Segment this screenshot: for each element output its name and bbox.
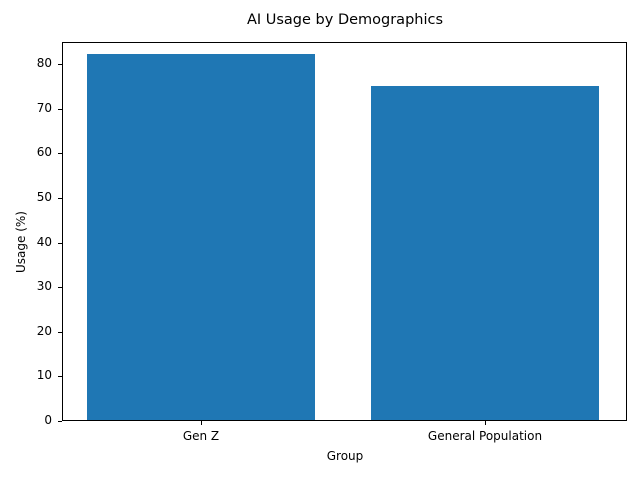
x-tick-mark — [201, 421, 202, 425]
x-tick-mark — [485, 421, 486, 425]
y-tick-mark — [58, 64, 62, 66]
y-tick-label: 30 — [36, 279, 52, 294]
x-axis-label: Group — [326, 449, 364, 463]
chart-title: AI Usage by Demographics — [246, 12, 444, 28]
y-tick-label: 80 — [36, 56, 52, 71]
y-tick-mark — [58, 153, 62, 155]
y-tick-label: 70 — [36, 100, 52, 115]
y-tick-mark — [58, 242, 62, 244]
y-tick-label: 0 — [44, 413, 52, 427]
y-tick-mark — [58, 331, 62, 333]
y-tick-label: 60 — [36, 145, 52, 160]
y-tick-label: 40 — [36, 234, 52, 249]
x-tick-label: Gen Z — [182, 429, 220, 443]
y-tick-mark — [58, 376, 62, 378]
x-tick-label: General Population — [427, 429, 543, 443]
bar-gen-z — [87, 54, 315, 420]
y-axis-label: Usage (%) — [14, 211, 28, 273]
y-tick-label: 20 — [36, 323, 52, 338]
y-tick-label: 50 — [36, 190, 52, 205]
y-tick-mark — [58, 287, 62, 289]
plot-area — [62, 42, 627, 421]
y-tick-label: 10 — [36, 368, 52, 383]
y-tick-mark — [58, 198, 62, 200]
bar-general-population — [371, 85, 599, 420]
y-tick-mark — [58, 108, 62, 110]
y-tick-mark — [58, 421, 62, 422]
